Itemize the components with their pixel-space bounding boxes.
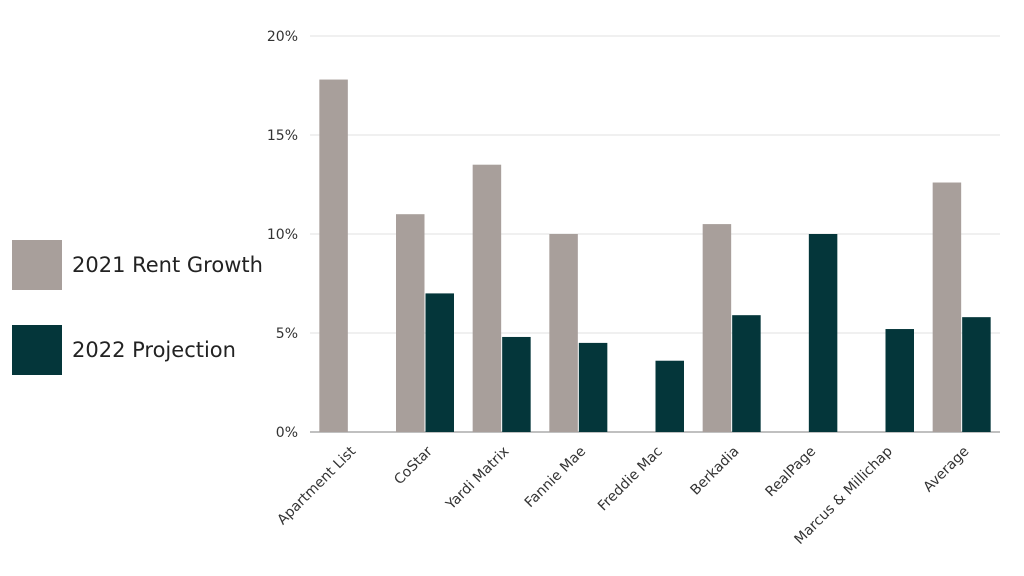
legend-swatch-2021	[12, 240, 62, 290]
bar-2022	[962, 317, 991, 432]
bars-layer	[319, 79, 991, 432]
y-tick-labels: 0% 5% 10% 15% 20%	[267, 29, 298, 441]
bar-2021	[932, 182, 962, 432]
x-tick-label: CoStar	[391, 443, 436, 488]
legend-swatch-2022	[12, 325, 62, 375]
legend-label-2022: 2022 Projection	[72, 338, 236, 362]
y-tick-label: 5%	[276, 326, 298, 342]
x-tick-label: Average	[921, 444, 973, 496]
y-tick-label: 20%	[267, 29, 298, 45]
y-tick-label: 0%	[276, 425, 298, 441]
x-tick-label: Fannie Mae	[522, 444, 589, 511]
bar-2022	[502, 336, 531, 432]
x-tick-label: Yardi Matrix	[442, 444, 512, 514]
bar-2021	[702, 224, 732, 432]
bar-2021	[319, 79, 348, 432]
legend-item-2022: 2022 Projection	[12, 325, 236, 375]
y-tick-label: 10%	[267, 227, 298, 243]
legend-item-2021: 2021 Rent Growth	[12, 240, 263, 290]
grid-layer	[310, 35, 1000, 433]
bar-2022	[425, 293, 454, 432]
x-tick-labels: Apartment List CoStar Yardi Matrix Fannie M…	[274, 443, 972, 548]
bar-2022	[885, 329, 914, 432]
bar-2022	[578, 342, 608, 432]
x-tick-label: RealPage	[763, 444, 820, 501]
legend-label-2021: 2021 Rent Growth	[72, 253, 263, 277]
y-tick-label: 15%	[267, 128, 298, 144]
bar-2022	[808, 234, 838, 432]
bar-2022	[732, 315, 761, 432]
x-tick-label: Freddie Mac	[595, 444, 666, 515]
bar-2021	[472, 164, 502, 432]
bar-2021	[549, 234, 578, 432]
x-tick-label: Berkadia	[687, 444, 742, 499]
bar-2021	[396, 214, 425, 432]
x-tick-label: Apartment List	[274, 443, 359, 528]
bar-2022	[655, 360, 684, 432]
